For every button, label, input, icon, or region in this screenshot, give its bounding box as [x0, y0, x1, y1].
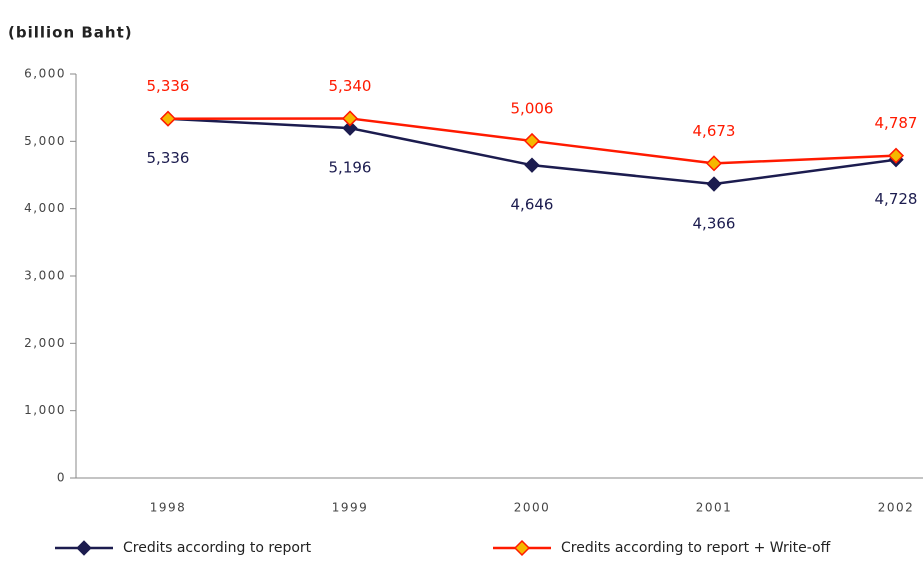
data-label: 5,196 — [329, 159, 372, 177]
x-tick-label: 2000 — [514, 501, 551, 515]
point — [159, 110, 177, 127]
y-tick-label: 3,000 — [24, 269, 66, 283]
point — [523, 132, 541, 149]
legend-marker — [513, 539, 531, 557]
point — [705, 155, 723, 172]
legend-marker — [76, 540, 92, 556]
point — [341, 110, 359, 127]
data-label: 4,787 — [875, 114, 918, 132]
x-tick-label: 2001 — [696, 501, 733, 515]
data-label: 4,646 — [511, 196, 554, 214]
y-tick-label: 5,000 — [24, 134, 66, 148]
x-tick-label: 1998 — [150, 501, 187, 515]
y-tick-label: 1,000 — [24, 403, 66, 417]
y-tick-label: 2,000 — [24, 336, 66, 350]
data-label: 5,336 — [147, 77, 190, 95]
data-label: 5,340 — [329, 77, 372, 95]
point — [887, 147, 905, 164]
data-label: 4,673 — [693, 122, 736, 140]
legend-label: Credits according to report + Write-off — [561, 540, 831, 556]
y-tick-label: 0 — [57, 471, 66, 485]
data-label: 5,336 — [147, 149, 190, 167]
axis-title: (billion Baht) — [8, 24, 133, 42]
point — [342, 120, 358, 136]
data-label: 5,006 — [511, 99, 554, 117]
data-label: 4,728 — [875, 190, 918, 208]
point — [524, 157, 540, 173]
data-label: 4,366 — [693, 215, 736, 233]
y-tick-label: 6,000 — [24, 67, 66, 81]
x-tick-label: 1999 — [332, 501, 369, 515]
y-tick-label: 4,000 — [24, 201, 66, 215]
legend-label: Credits according to report — [123, 540, 312, 556]
series-line — [167, 117, 897, 186]
x-tick-label: 2002 — [878, 501, 915, 515]
point — [706, 176, 722, 192]
